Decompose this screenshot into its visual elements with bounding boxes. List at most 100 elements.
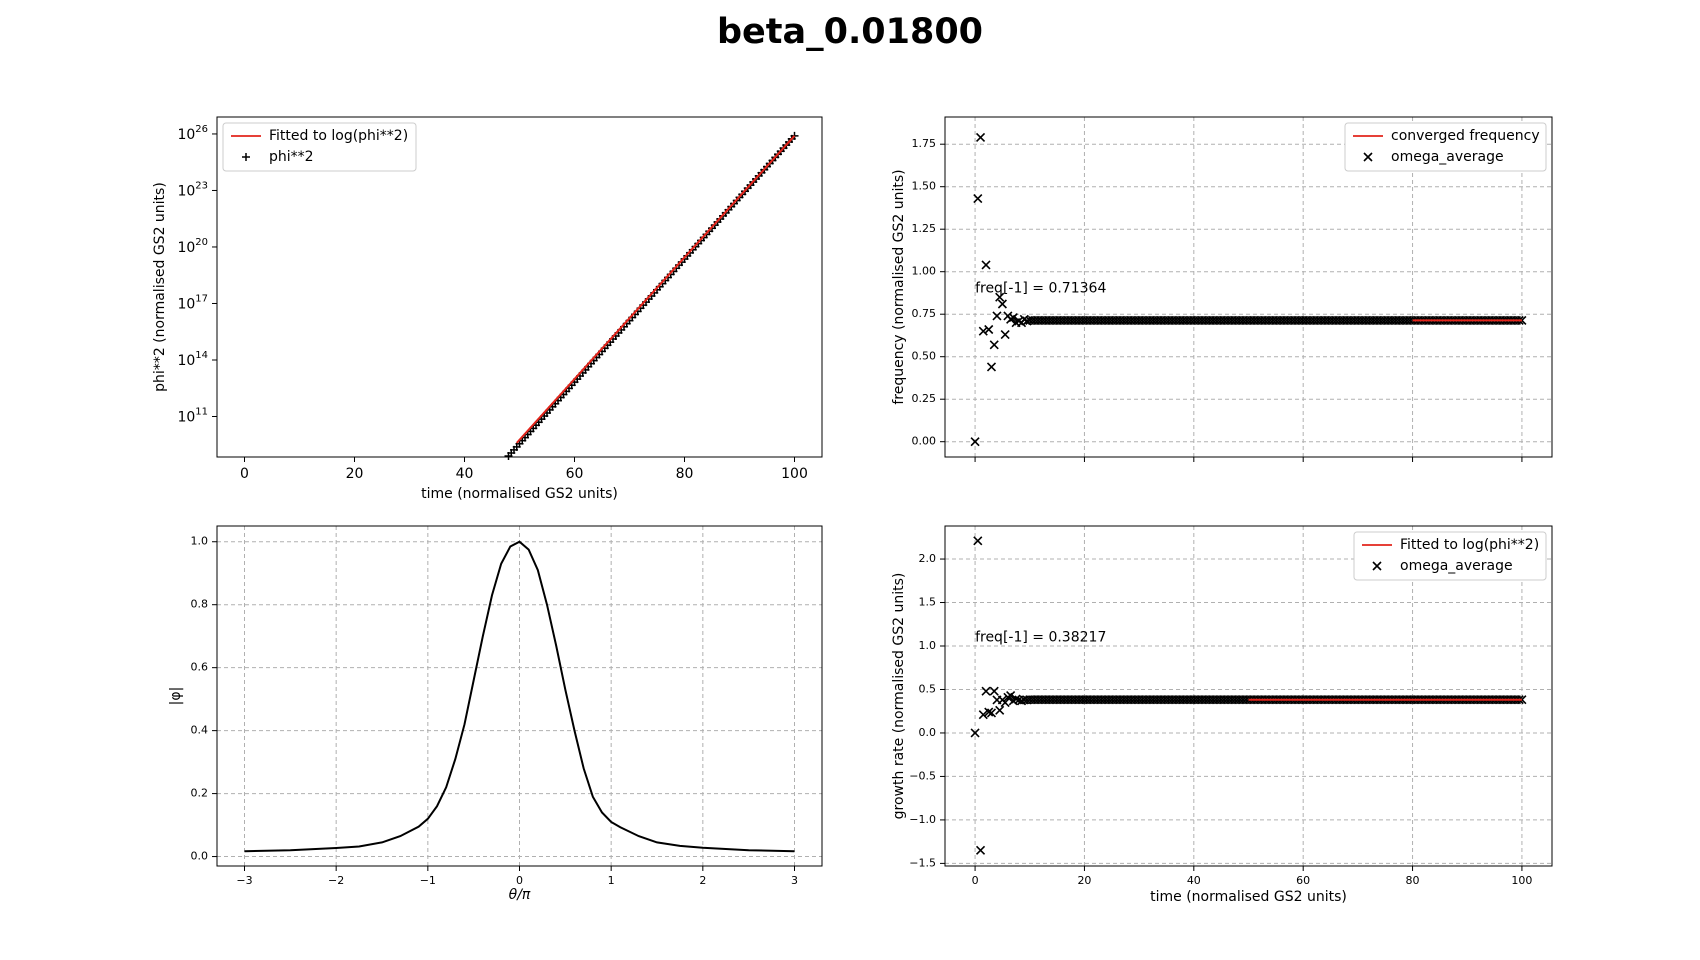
omega-average-point	[992, 311, 1002, 321]
legend-label: Fitted to log(phi**2)	[1400, 537, 1539, 553]
omega-average-point	[989, 340, 999, 350]
y-tick-label: −0.5	[909, 769, 936, 782]
x-tick-label: 40	[1187, 874, 1201, 887]
y-tick-label: 1.50	[912, 180, 937, 193]
x-tick-label: 3	[791, 874, 798, 887]
y-tick-label: 0.6	[191, 661, 209, 674]
y-tick-label: −1.5	[909, 856, 936, 869]
x-tick-label: 100	[781, 466, 808, 482]
legend-label: converged frequency	[1391, 128, 1540, 144]
omega-average-point	[995, 705, 1005, 715]
panel-frequency: 0.00 0.25 0.50 0.75 1.00 1.25 1.50 1.75 frequenc…	[891, 116, 1553, 462]
y-tick-label: 0.75	[912, 307, 937, 320]
y-tick-label: 0.00	[912, 435, 937, 448]
plot-frame	[944, 116, 1553, 458]
legend-label: omega_average	[1391, 149, 1504, 165]
omega-average-point	[973, 536, 983, 546]
legend-label: Fitted to log(phi**2)	[269, 128, 408, 144]
omega-average-point	[973, 194, 983, 204]
y-tick-label: 0.2	[191, 787, 209, 800]
x-tick-label: 40	[456, 466, 474, 482]
x-tick-label: 60	[1296, 874, 1310, 887]
y-tick-label: 0.0	[191, 850, 209, 863]
omega-average-point	[981, 260, 991, 270]
legend-x-marker	[1372, 561, 1382, 571]
legend: Fitted to log(phi**2) omega_average	[1353, 531, 1547, 581]
omega-average-point	[984, 324, 994, 335]
x-tick-label: −1	[420, 874, 436, 887]
y-tick-label: 0.4	[191, 724, 209, 737]
x-tick-label: 2	[699, 874, 706, 887]
plot-frame	[216, 116, 823, 458]
y-tick-label: 1.0	[919, 639, 937, 652]
x-tick-label: 1	[608, 874, 615, 887]
y-tick-label: 1026	[177, 124, 208, 143]
omega-average-point	[975, 845, 986, 855]
omega-average-point	[1008, 313, 1018, 323]
omega-average-point	[978, 326, 988, 336]
y-tick-label: 1.0	[191, 535, 209, 548]
x-tick-label: −2	[328, 874, 344, 887]
x-tick-label: 20	[346, 466, 364, 482]
x-tick-label: 0	[972, 874, 979, 887]
omega-average-point	[986, 708, 997, 718]
grid	[217, 526, 822, 866]
legend: Fitted to log(phi**2) phi**2	[222, 122, 417, 172]
omega-average-point	[970, 728, 980, 738]
legend-plus-marker	[242, 153, 250, 161]
y-tick-label: 1020	[177, 237, 208, 256]
y-axis-label: frequency (normalised GS2 units)	[891, 169, 907, 404]
omega-average-point	[995, 292, 1005, 302]
phi-eigenfunction-line	[244, 540, 795, 853]
legend-box	[222, 122, 417, 172]
legend: converged frequency omega_average	[1344, 122, 1547, 172]
omega-average-point	[997, 299, 1007, 309]
x-axis-label: time (normalised GS2 units)	[1150, 889, 1347, 905]
legend-label: omega_average	[1400, 558, 1513, 574]
y-tick-label: 1014	[177, 350, 208, 369]
x-tick-label: 0	[240, 466, 249, 482]
grid	[945, 117, 1552, 457]
plot-frame	[944, 525, 1553, 867]
grid	[945, 526, 1552, 866]
y-tick-label: 0.50	[912, 350, 937, 363]
x-axis-label: θ/π	[509, 887, 531, 903]
y-axis-label: |φ|	[168, 687, 184, 706]
annotation-text: freq[-1] = 0.71364	[975, 281, 1106, 297]
y-axis-label: growth rate (normalised GS2 units)	[891, 573, 907, 820]
y-tick-label: −1.0	[909, 813, 936, 826]
y-axis-label: phi**2 (normalised GS2 units)	[152, 182, 168, 392]
x-tick-label: 100	[1511, 874, 1532, 887]
fit-line	[516, 135, 796, 444]
legend-x-marker	[1363, 152, 1373, 162]
x-tick-label: −3	[236, 874, 252, 887]
y-tick-label: 1017	[177, 293, 208, 312]
y-tick-label: 0.5	[919, 682, 937, 695]
x-tick-label: 20	[1077, 874, 1091, 887]
legend-box	[1344, 122, 1547, 172]
y-tick-label: 1.75	[912, 137, 937, 150]
panel-eigenfunction: −3 −2 −1 0 1 2 3 0.0 0.2 0.4 0.6 0.8 1.0 θ/π |φ|	[168, 525, 823, 903]
x-tick-label: 80	[1406, 874, 1420, 887]
omega-average-points	[970, 536, 1527, 855]
y-tick-label: 0.8	[191, 598, 209, 611]
omega-average-point	[1000, 697, 1010, 708]
panel-growth-log: 0 20 40 60 80 100 1011 1014 1017 1020 1023 1026 time…	[152, 116, 823, 502]
omega-average-point	[989, 686, 999, 696]
x-tick-label: 60	[566, 466, 584, 482]
omega-average-point	[981, 686, 991, 696]
omega-average-point	[970, 437, 980, 447]
omega-average-point	[975, 132, 986, 142]
omega-average-point	[1006, 690, 1016, 701]
y-tick-label: 1023	[177, 180, 208, 199]
omega-average-point	[984, 707, 994, 717]
panel-growth-rate: 0 20 40 60 80 100 −1.5 −1.0 −0.5 0.0 0.5 1.0 1.5 2.0 t…	[891, 525, 1553, 905]
omega-average-point	[978, 710, 988, 720]
omega-average-point	[986, 362, 997, 372]
y-tick-label: 0.25	[912, 392, 937, 405]
x-axis-label: time (normalised GS2 units)	[421, 486, 618, 502]
y-tick-label: 1.00	[912, 265, 937, 278]
y-tick-label: 2.0	[919, 552, 937, 565]
y-tick-label: 1011	[177, 407, 208, 426]
y-tick-label: 1.25	[912, 222, 937, 235]
